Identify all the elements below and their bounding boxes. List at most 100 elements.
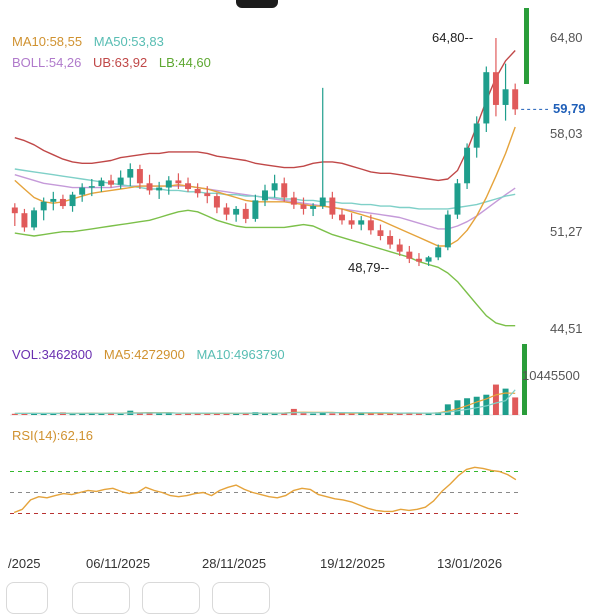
candle-body: [473, 123, 480, 148]
volume-bar: [242, 412, 249, 415]
candle-body: [59, 198, 66, 207]
volume-bar: [117, 413, 124, 415]
volume-bar: [329, 413, 336, 415]
legend-vol-ma10: MA10:4963790: [196, 347, 285, 362]
legend-ub: UB:63,92: [93, 55, 148, 70]
candle-body: [165, 180, 172, 188]
candle-body: [242, 208, 249, 219]
volume-legend: VOL:3462800 MA5:4272900 MA10:4963790: [12, 347, 293, 362]
candle-body: [464, 147, 471, 184]
candle-body: [454, 183, 461, 215]
volume-bar: [300, 413, 307, 415]
last-price-label: 59,79: [553, 101, 586, 116]
volume-bar: [310, 413, 317, 415]
volume-bar: [512, 397, 519, 415]
candle-body: [377, 230, 384, 236]
candle-body: [425, 257, 432, 262]
candle-body: [512, 89, 519, 110]
volume-bar: [367, 412, 374, 415]
x-axis-date-1: /2025: [8, 556, 41, 571]
bottom-toolbar-button-2[interactable]: [72, 582, 130, 614]
rsi-legend: RSI(14):62,16: [12, 428, 101, 443]
candle-body: [281, 183, 288, 198]
candle-body: [21, 213, 28, 228]
candle-body: [396, 244, 403, 252]
legend-boll: BOLL:54,26: [12, 55, 82, 70]
candle-body: [252, 200, 259, 219]
volume-bar: [21, 413, 28, 415]
candle-body: [483, 72, 490, 124]
candle-body: [310, 206, 317, 209]
candle-body: [223, 207, 230, 215]
candle-body: [213, 196, 220, 208]
volume-bar: [175, 413, 182, 415]
volume-bar: [425, 413, 432, 415]
legend-vol-ma5: MA5:4272900: [103, 347, 185, 362]
candle-body: [146, 183, 153, 191]
volume-ma10-line: [14, 389, 516, 414]
price-axis-label-3: 51,27: [550, 224, 583, 239]
volume-bar: [348, 413, 355, 415]
stock-chart: [10, 0, 548, 514]
volume-bar: [79, 413, 86, 415]
rsi-line: [13, 466, 517, 514]
candle-body: [127, 169, 134, 178]
legend-volume: VOL:3462800: [12, 347, 93, 362]
candle-body: [40, 201, 47, 211]
legend-ma50: MA50:53,83: [93, 34, 164, 49]
volume-bar: [319, 412, 326, 415]
low-price-marker: 48,79--: [348, 260, 390, 275]
candle-body: [444, 214, 451, 248]
bottom-toolbar-button-1[interactable]: [6, 582, 48, 614]
candle-body: [88, 186, 95, 188]
candle-body: [108, 180, 115, 185]
candle-body: [233, 208, 240, 215]
bottom-toolbar-button-3[interactable]: [142, 582, 200, 614]
x-axis-date-4: 19/12/2025: [320, 556, 386, 571]
volume-bar: [156, 413, 163, 415]
candle-body: [367, 220, 374, 231]
candle-body: [31, 210, 38, 228]
volume-bar: [377, 413, 384, 415]
volume-bar: [415, 413, 422, 415]
candle-body: [290, 197, 297, 205]
volume-bar: [50, 413, 57, 415]
volume-bar: [165, 413, 172, 415]
legend-rsi: RSI(14):62,16: [12, 428, 93, 443]
candle-body: [11, 207, 18, 214]
volume-bar: [473, 396, 480, 415]
candle-body: [435, 247, 442, 258]
volume-bar: [492, 384, 499, 415]
volume-bar: [233, 413, 240, 415]
volume-latest-spike: [522, 344, 527, 415]
high-price-marker: 64,80--: [432, 30, 474, 45]
lb-line: [14, 209, 516, 327]
bottom-toolbar-button-4[interactable]: [212, 582, 270, 614]
volume-axis-label: 10445500: [522, 368, 580, 383]
volume-bar: [271, 413, 278, 415]
candle-body: [98, 180, 105, 187]
legend-lb: LB:44,60: [158, 55, 211, 70]
volume-bar: [502, 388, 509, 415]
candle-body: [358, 220, 365, 225]
x-axis-date-5: 13/01/2026: [437, 556, 503, 571]
candle-body: [300, 204, 307, 209]
candle-body: [50, 198, 57, 202]
candle-body: [69, 194, 76, 207]
candle-body: [79, 187, 86, 195]
candle-body: [406, 251, 413, 259]
price-legend-row2: BOLL:54,26 UB:63,92 LB:44,60: [12, 55, 219, 70]
volume-bar: [358, 413, 365, 415]
volume-bar: [454, 400, 461, 415]
volume-bar: [98, 413, 105, 415]
volume-bar: [204, 413, 211, 415]
candle-body: [271, 183, 278, 191]
tab-selected-timeframe[interactable]: [236, 0, 278, 8]
candle-body: [262, 190, 268, 201]
volume-bar: [223, 413, 230, 415]
candle-body: [329, 197, 336, 215]
legend-ma10: MA10:58,55: [12, 34, 83, 49]
volume-bar: [464, 398, 471, 415]
price-axis-label-2: 58,03: [550, 126, 583, 141]
volume-bar: [281, 413, 288, 415]
